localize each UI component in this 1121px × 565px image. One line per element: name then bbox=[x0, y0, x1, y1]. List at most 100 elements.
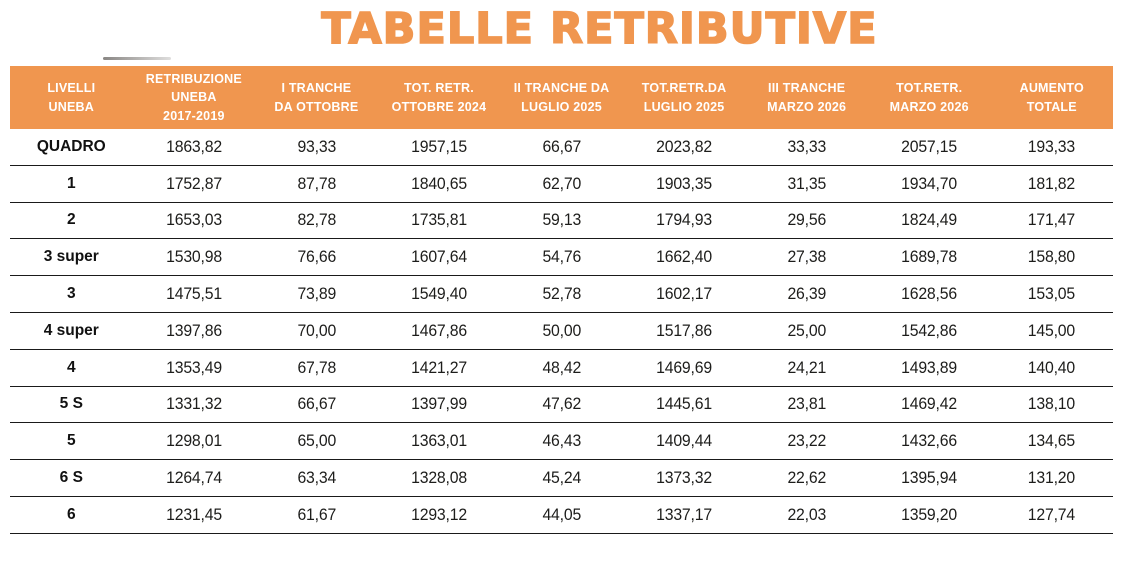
value-text: 1475,51 bbox=[165, 284, 222, 304]
value-text: 1794,93 bbox=[656, 210, 713, 230]
value-text: 61,67 bbox=[297, 504, 336, 524]
value-text: 23,22 bbox=[787, 431, 826, 451]
value-text: 1469,69 bbox=[656, 357, 713, 377]
value-text: 52,78 bbox=[542, 284, 581, 304]
value-cell: 27,38 bbox=[745, 247, 868, 267]
value-text: 1467,86 bbox=[411, 320, 467, 340]
value-text: 138,10 bbox=[1028, 394, 1076, 414]
value-text: 193,33 bbox=[1028, 136, 1076, 156]
value-cell: 1530,98 bbox=[133, 247, 256, 267]
value-cell: 127,74 bbox=[991, 505, 1114, 525]
value-cell: 140,40 bbox=[991, 358, 1114, 378]
value-text: 1359,20 bbox=[901, 504, 958, 524]
value-cell: 1298,01 bbox=[133, 431, 256, 451]
table-header-row: LIVELLI UNEBA RETRIBUZIONE UNEBA 2017-201… bbox=[10, 66, 1113, 129]
value-cell: 1653,03 bbox=[133, 210, 256, 230]
table-row: 3 super 1530,98 76,66 1607,64 54,76 1662,40 27… bbox=[10, 239, 1114, 277]
level-cell: QUADRO bbox=[36, 137, 106, 155]
scan-artifact bbox=[103, 57, 171, 60]
value-cell: 1445,61 bbox=[623, 394, 746, 414]
value-cell: 1752,87 bbox=[133, 174, 256, 194]
value-cell: 1517,86 bbox=[623, 321, 746, 341]
value-cell: 1542,86 bbox=[868, 321, 991, 341]
table-row: 4 1353,49 67,78 1421,27 48,42 1469,69 24,21 149… bbox=[10, 350, 1113, 387]
page-title: TABELLE RETRIBUTIVE bbox=[321, 3, 878, 55]
table-row: 5 1298,01 65,00 1363,01 46,43 1409,44 23,22 143… bbox=[10, 423, 1113, 461]
value-text: 1293,12 bbox=[411, 504, 467, 524]
value-text: 1445,61 bbox=[656, 394, 713, 414]
value-cell: 1628,56 bbox=[868, 284, 991, 304]
value-text: 66,67 bbox=[297, 394, 336, 414]
value-text: 1397,99 bbox=[411, 394, 467, 414]
value-text: 1628,56 bbox=[901, 284, 958, 304]
level-cell: 4 bbox=[66, 358, 76, 376]
value-cell: 63,34 bbox=[255, 468, 378, 488]
value-text: 1934,70 bbox=[901, 173, 958, 193]
value-text: 127,74 bbox=[1028, 504, 1076, 524]
value-text: 48,42 bbox=[542, 357, 581, 377]
value-cell: 1662,40 bbox=[623, 247, 746, 267]
value-text: 87,78 bbox=[297, 173, 336, 193]
value-text: 1353,49 bbox=[165, 357, 222, 377]
value-cell: 50,00 bbox=[500, 321, 623, 341]
value-cell: 158,80 bbox=[991, 247, 1114, 267]
value-text: 1409,44 bbox=[656, 431, 713, 451]
value-cell: 59,13 bbox=[500, 210, 623, 230]
value-cell: 145,00 bbox=[991, 321, 1114, 341]
value-cell: 1432,66 bbox=[868, 431, 991, 451]
level-cell: 3 bbox=[66, 285, 76, 303]
value-cell: 1373,32 bbox=[623, 468, 746, 488]
value-cell: 25,00 bbox=[745, 321, 868, 341]
value-text: 181,82 bbox=[1028, 173, 1076, 193]
value-text: 22,62 bbox=[787, 468, 826, 488]
value-cell: 1395,94 bbox=[868, 468, 991, 488]
value-text: 1542,86 bbox=[901, 320, 958, 340]
column-header-livelli-uneba: LIVELLI UNEBA bbox=[47, 81, 96, 114]
value-cell: 93,33 bbox=[255, 137, 378, 157]
value-cell: 52,78 bbox=[500, 284, 623, 304]
value-cell: 33,33 bbox=[745, 137, 868, 157]
value-cell: 1331,32 bbox=[133, 394, 256, 414]
column-header-i-tranche-da-ottobre: I TRANCHE DA OTTOBRE bbox=[274, 81, 359, 114]
value-text: 44,05 bbox=[542, 504, 581, 524]
level-cell: 2 bbox=[66, 211, 76, 229]
value-cell: 1689,78 bbox=[868, 247, 991, 267]
value-cell: 76,66 bbox=[255, 247, 378, 267]
value-cell: 23,22 bbox=[745, 431, 868, 451]
table-row: 1 1752,87 87,78 1840,65 62,70 1903,35 31,35 193… bbox=[10, 166, 1113, 203]
value-cell: 153,05 bbox=[991, 284, 1114, 304]
value-cell: 1337,17 bbox=[623, 505, 746, 525]
table-row: 6 S 1264,74 63,34 1328,08 45,24 1373,32 22,62 1… bbox=[10, 460, 1113, 497]
value-text: 50,00 bbox=[542, 320, 581, 340]
value-cell: 87,78 bbox=[255, 174, 378, 194]
value-text: 1337,17 bbox=[656, 504, 713, 524]
value-cell: 73,89 bbox=[255, 284, 378, 304]
value-text: 1735,81 bbox=[411, 210, 467, 230]
value-cell: 1359,20 bbox=[868, 505, 991, 525]
table-row: 3 1475,51 73,89 1549,40 52,78 1602,17 26,39 162… bbox=[10, 276, 1113, 313]
column-header-tot-retr-ottobre-2024: TOT. RETR. OTTOBRE 2024 bbox=[391, 81, 487, 114]
value-cell: 47,62 bbox=[500, 394, 623, 414]
value-cell: 44,05 bbox=[500, 505, 623, 525]
value-cell: 1934,70 bbox=[868, 174, 991, 194]
value-text: 1231,45 bbox=[165, 504, 222, 524]
level-cell: 1 bbox=[66, 174, 76, 192]
value-text: 23,81 bbox=[787, 394, 826, 414]
value-text: 2057,15 bbox=[901, 136, 958, 156]
value-cell: 46,43 bbox=[500, 431, 623, 451]
level-cell: 6 S bbox=[59, 469, 83, 487]
value-cell: 1469,42 bbox=[868, 394, 991, 414]
column-header-aumento-totale: AUMENTO TOTALE bbox=[1019, 81, 1084, 114]
value-cell: 1549,40 bbox=[378, 284, 501, 304]
value-cell: 29,56 bbox=[745, 210, 868, 230]
value-cell: 1409,44 bbox=[623, 431, 746, 451]
value-cell: 1863,82 bbox=[133, 137, 256, 157]
value-text: 1863,82 bbox=[165, 136, 222, 156]
value-text: 1421,27 bbox=[411, 357, 467, 377]
value-cell: 31,35 bbox=[745, 174, 868, 194]
table-row: 5 S 1331,32 66,67 1397,99 47,62 1445,61 23,81 1… bbox=[10, 387, 1113, 424]
column-header-retribuzione-uneba-2017-2019: RETRIBUZIONE UNEBA 2017-2019 bbox=[145, 72, 242, 123]
value-text: 46,43 bbox=[542, 431, 581, 451]
value-cell: 26,39 bbox=[745, 284, 868, 304]
value-text: 1607,64 bbox=[411, 247, 467, 267]
